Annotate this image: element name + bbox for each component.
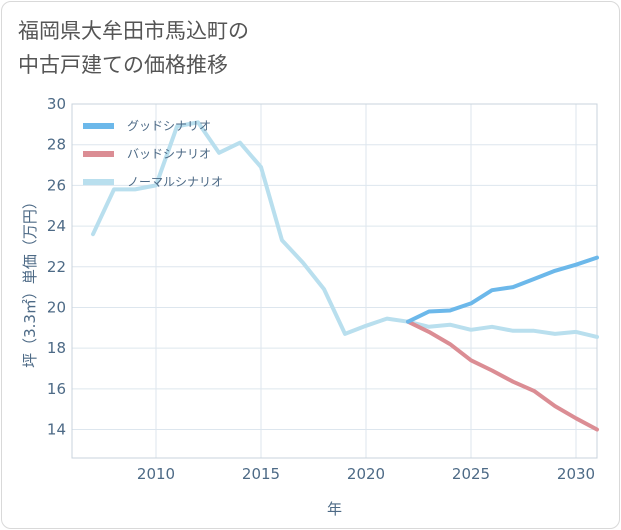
x-tick-label: 2010	[137, 465, 175, 483]
y-tick-label: 18	[47, 339, 66, 357]
x-tick-label: 2030	[557, 465, 595, 483]
plot-area	[71, 103, 598, 459]
y-tick-label: 22	[47, 258, 66, 276]
y-tick-label: 28	[47, 136, 66, 154]
y-axis-label: 坪（3.3㎡）単価（万円）	[21, 194, 39, 368]
x-axis-label: 年	[327, 500, 342, 518]
y-tick-label: 20	[47, 298, 66, 316]
series-line-normal	[91, 120, 599, 339]
series-lines	[91, 120, 599, 432]
legend-label: グッドシナリオ	[127, 119, 211, 133]
y-tick-label: 14	[47, 421, 66, 439]
legend-label: バッドシナリオ	[127, 147, 211, 161]
y-axis-ticks: 14 16 18 20 22 24 26 28 30	[47, 95, 66, 439]
series-line-good	[406, 255, 599, 324]
legend-label: ノーマルシナリオ	[127, 175, 223, 189]
y-tick-label: 24	[47, 217, 66, 235]
x-tick-label: 2015	[242, 465, 280, 483]
chart-title: 福岡県大牟田市馬込町の 中古戸建ての価格推移	[18, 19, 249, 77]
x-tick-label: 2020	[347, 465, 385, 483]
y-tick-label: 30	[47, 95, 66, 113]
series-line-bad	[406, 319, 599, 432]
x-tick-label: 2025	[452, 465, 490, 483]
x-axis-ticks: 2010 2015 2020 2025 2030	[137, 465, 595, 483]
y-tick-label: 26	[47, 176, 66, 194]
y-tick-label: 16	[47, 380, 66, 398]
